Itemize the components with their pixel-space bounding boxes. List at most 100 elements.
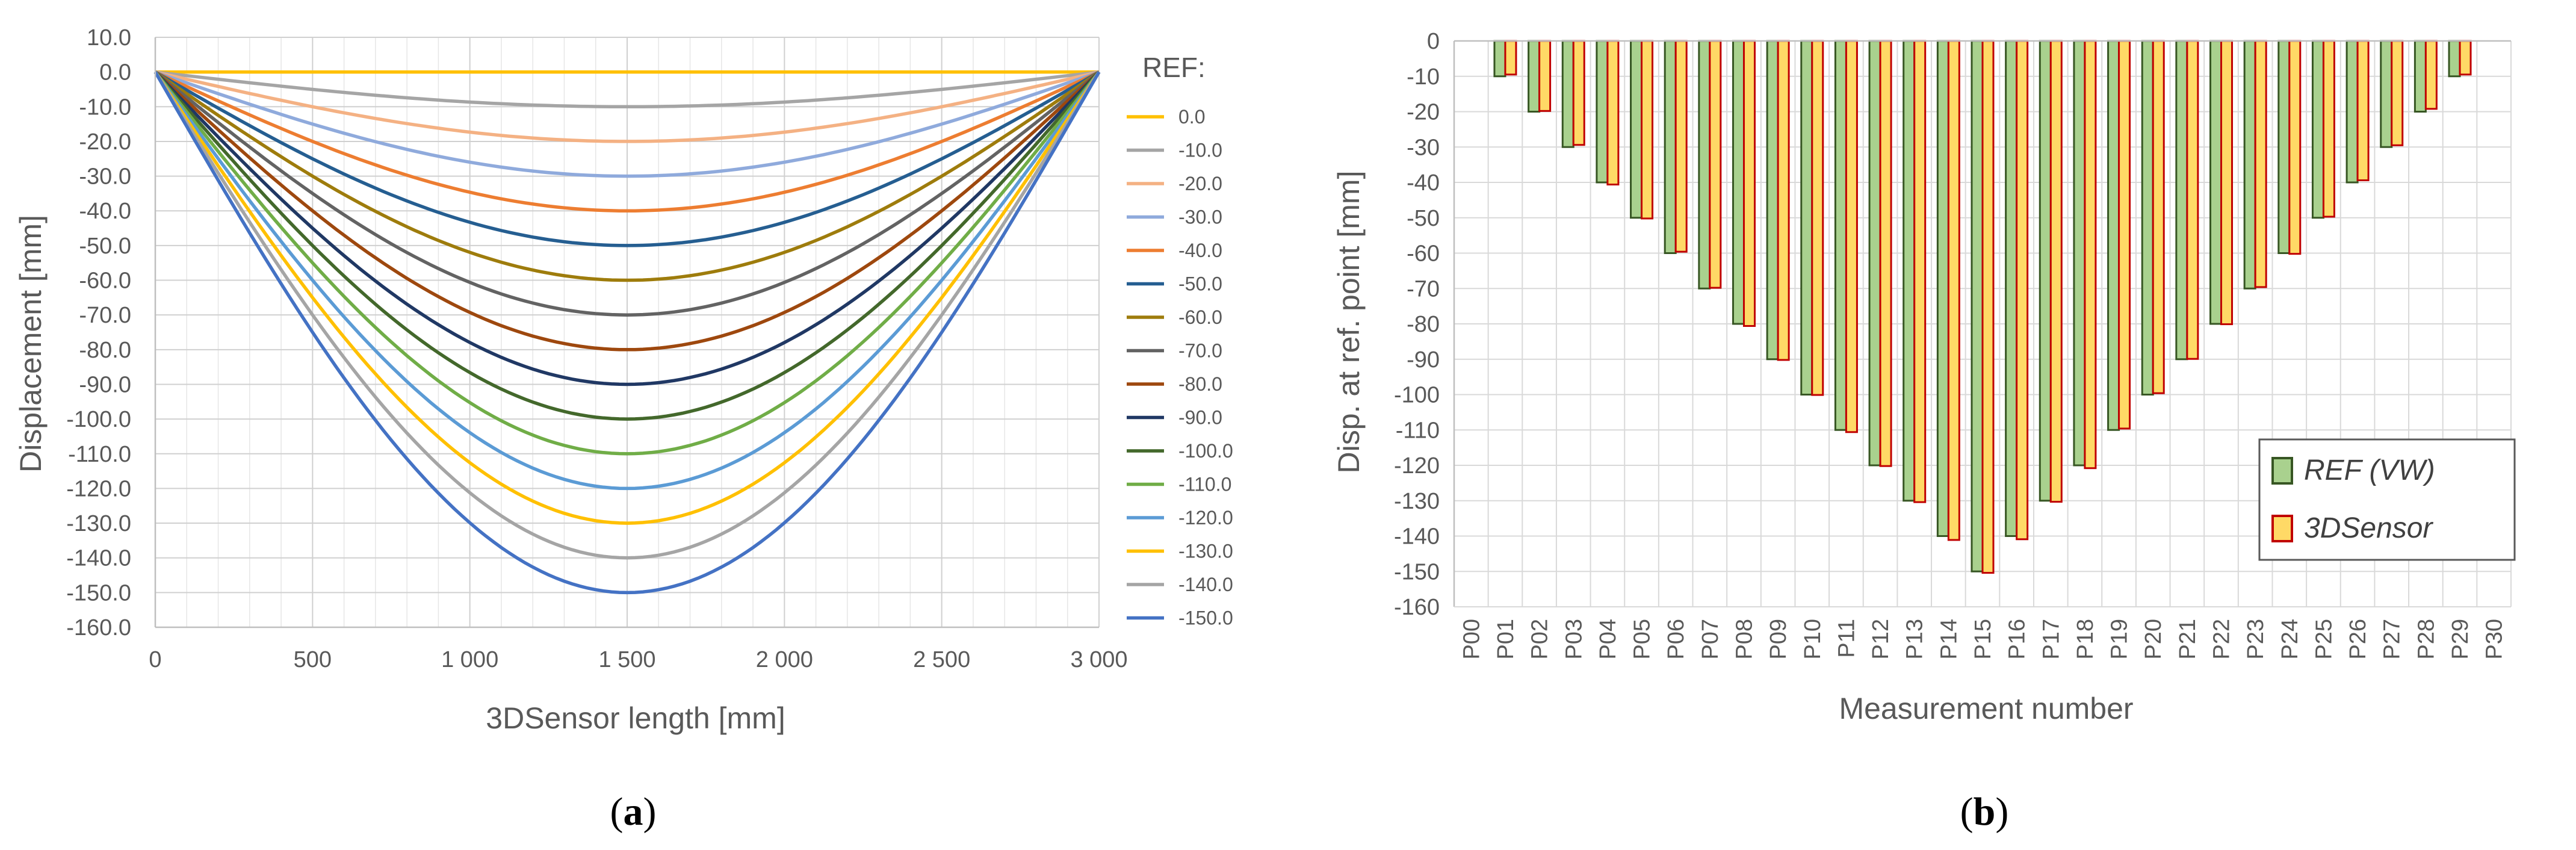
y-tick-label: -130 [1394, 489, 1440, 514]
bar-3dsensor-p14 [1947, 40, 1960, 541]
chart-a-y-ticks: 10.0 0.0 -10.0 -20.0 -30.0 -40.0 -50.0 -60.0 -70… [66, 25, 131, 641]
series-line-8 [154, 70, 1100, 352]
legend-label-6: -60.0 [1178, 306, 1222, 328]
chart-a-legend: 0.0 -10.0 -20.0 -30.0 -40.0 -50.0 -60.0 -70.0 -8… [1127, 106, 1233, 629]
x-tick-label-p11: P11 [1834, 619, 1859, 658]
bar-ref-p27 [2380, 40, 2393, 148]
y-tick-label: -110 [1396, 418, 1440, 443]
chart-b-y-ticks: 0 -10 -20 -30 -40 -50 -60 -70 -80 -90 -100 -110 -120… [1394, 29, 1440, 620]
legend-label-1: -10.0 [1178, 140, 1222, 161]
chart-a-legend-title: REF: [1142, 52, 1206, 83]
legend-label-13: -130.0 [1178, 541, 1233, 562]
legend-swatch-3dsensor [2271, 515, 2293, 542]
bar-ref-p19 [2107, 40, 2120, 431]
x-tick-label-p00: P00 [1459, 619, 1484, 660]
chart-b-x-axis-title: Measurement number [1839, 692, 2133, 725]
bar-ref-p13 [1903, 40, 1916, 502]
bar-ref-p03 [1561, 40, 1574, 148]
x-tick-label-p02: P02 [1528, 619, 1553, 660]
y-tick-label: -70.0 [79, 303, 131, 328]
bar-3dsensor-p28 [2424, 40, 2438, 110]
legend-label-7: -70.0 [1178, 340, 1222, 362]
bar-ref-p06 [1664, 40, 1677, 254]
legend-label-3dsensor: 3DSensor [2304, 512, 2433, 544]
x-tick-label-p13: P13 [1903, 619, 1928, 660]
legend-label-2: -20.0 [1178, 173, 1222, 194]
x-tick-label-p29: P29 [2448, 619, 2473, 660]
legend-label-15: -150.0 [1178, 607, 1233, 629]
bar-3dsensor-p26 [2356, 40, 2370, 181]
y-tick-label: -80.0 [79, 338, 131, 363]
y-tick-label: -80 [1407, 312, 1440, 337]
chart-a-grid [155, 37, 1100, 628]
legend-label-9: -90.0 [1178, 407, 1222, 429]
y-tick-label: -60 [1407, 241, 1440, 267]
y-tick-label: 0 [1427, 29, 1440, 54]
x-tick-label-p10: P10 [1800, 619, 1825, 660]
x-tick-label-p04: P04 [1596, 619, 1621, 660]
x-tick-label: 2 000 [756, 647, 813, 672]
bar-ref-p21 [2175, 40, 2188, 361]
y-tick-label: 10.0 [87, 25, 131, 51]
y-tick-label: -140.0 [66, 546, 131, 571]
bar-3dsensor-p13 [1913, 40, 1927, 503]
chart-a-x-axis-title: 3DSensor length [mm] [486, 701, 785, 735]
y-tick-label: -120.0 [66, 476, 131, 501]
y-tick-label: -20 [1407, 100, 1440, 125]
x-tick-label-p12: P12 [1868, 619, 1893, 660]
y-tick-label: -150 [1394, 559, 1440, 585]
series-line-15 [153, 71, 1101, 595]
bar-ref-p15 [1971, 40, 1984, 572]
bar-3dsensor-p24 [2288, 40, 2302, 255]
y-tick-label: -10 [1407, 64, 1440, 90]
bar-ref-p10 [1800, 40, 1813, 396]
bar-3dsensor-p09 [1777, 40, 1790, 361]
chart-a: 10.0 0.0 -10.0 -20.0 -30.0 -40.0 -50.0 -60.0 -70… [14, 25, 1233, 834]
y-tick-label: -130.0 [66, 511, 131, 536]
bar-3dsensor-p10 [1811, 40, 1824, 396]
series-line-1 [155, 70, 1100, 109]
y-tick-label: -40.0 [79, 199, 131, 224]
chart-b-legend: REF (VW) 3DSensor [2258, 438, 2516, 561]
x-tick-label-p27: P27 [2380, 619, 2405, 660]
chart-b-axes [1453, 40, 2511, 607]
x-tick-label-p03: P03 [1561, 619, 1587, 660]
x-tick-label-p25: P25 [2312, 619, 2337, 660]
y-tick-label: -120 [1394, 453, 1440, 479]
x-tick-label: 1 500 [598, 647, 655, 672]
bar-3dsensor-p15 [1981, 40, 1995, 574]
bar-ref-p24 [2277, 40, 2291, 254]
x-tick-label-p15: P15 [1971, 619, 1996, 660]
y-tick-label: -160 [1394, 595, 1440, 620]
bar-ref-p26 [2345, 40, 2359, 184]
y-tick-label: -30 [1407, 135, 1440, 160]
bar-3dsensor-p01 [1504, 40, 1517, 76]
series-line-7 [154, 70, 1100, 317]
x-tick-label-p09: P09 [1766, 619, 1791, 660]
chart-a-panel-label: (a) [610, 790, 657, 834]
series-line-9 [154, 70, 1100, 386]
bar-3dsensor-p17 [2049, 40, 2063, 503]
y-tick-label: -90 [1407, 347, 1440, 373]
bar-3dsensor-p02 [1538, 40, 1552, 112]
y-tick-label: -160.0 [66, 615, 131, 641]
series-line-2 [155, 70, 1100, 143]
x-tick-label: 0 [149, 647, 161, 672]
series-line-4 [154, 70, 1100, 212]
bar-ref-p01 [1493, 40, 1506, 78]
x-tick-label-p21: P21 [2175, 619, 2200, 660]
series-line-10 [153, 70, 1101, 421]
series-line-11 [153, 70, 1101, 456]
y-tick-label: -100 [1394, 383, 1440, 408]
bar-3dsensor-p23 [2254, 40, 2267, 288]
bar-ref-p14 [1936, 40, 1949, 537]
y-tick-label: -140 [1394, 524, 1440, 550]
y-tick-label: -110.0 [68, 442, 131, 467]
bar-ref-p11 [1834, 40, 1847, 431]
bar-ref-p08 [1732, 40, 1745, 325]
x-tick-label-p05: P05 [1630, 619, 1655, 660]
bar-3dsensor-p22 [2220, 40, 2234, 326]
chart-a-x-ticks: 0 500 1 000 1 500 2 000 2 500 3 000 [149, 647, 1127, 672]
series-line-13 [153, 71, 1101, 525]
legend-label-ref-vw: REF (VW) [2304, 454, 2435, 486]
